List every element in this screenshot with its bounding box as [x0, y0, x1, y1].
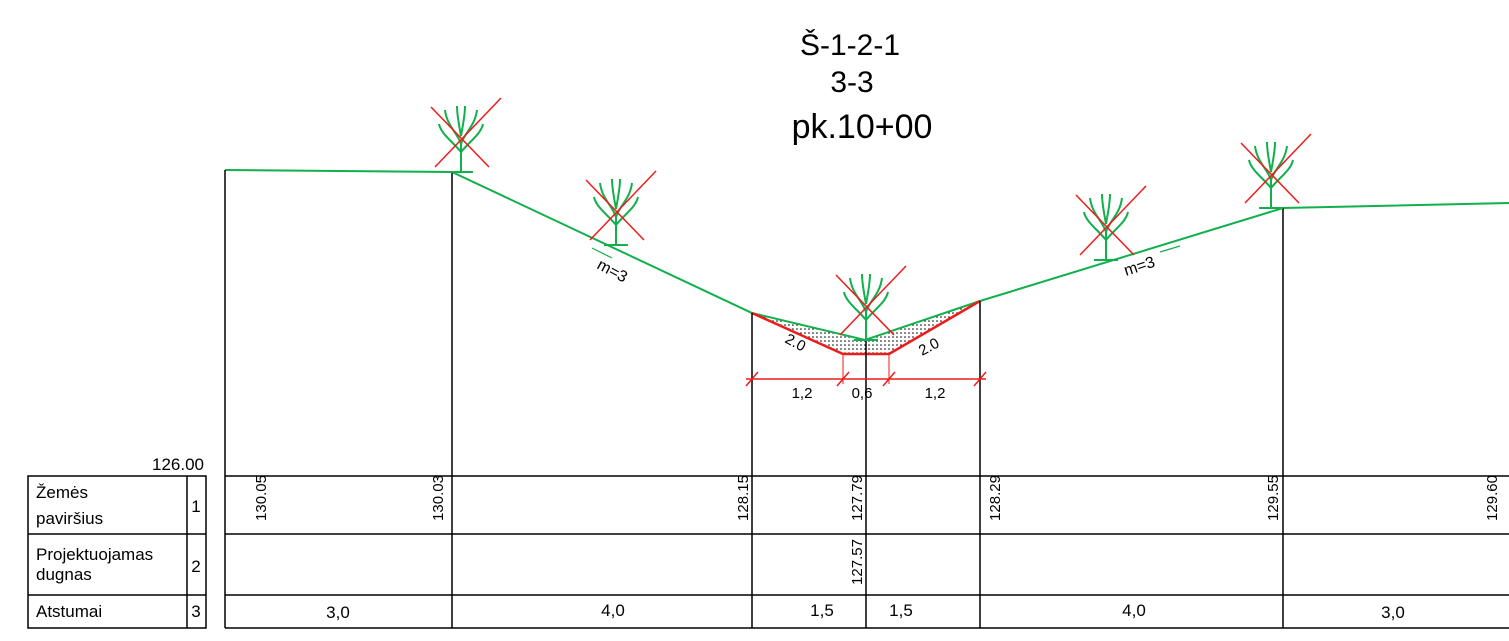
ground-elevation: 129.60 [1484, 475, 1501, 521]
ground-elevation: 127.79 [849, 475, 866, 521]
dimension-right-width: 1,2 [925, 385, 946, 402]
left-slope-label: m=3 [594, 257, 630, 287]
right-slope-label: m=3 [1122, 254, 1157, 280]
distance-value: 1,5 [889, 601, 913, 620]
row1-number: 1 [191, 497, 200, 516]
ground-elevation: 130.03 [430, 475, 447, 521]
picket-label: pk.10+00 [792, 108, 933, 146]
row3-label: Atstumai [36, 602, 102, 621]
row1-label-line1: Žemės [36, 483, 88, 502]
tree-crossed-out-icon [1075, 185, 1147, 261]
slope-leader [591, 247, 613, 259]
row1-label-line2: paviršius [36, 509, 103, 528]
row2-number: 2 [191, 557, 200, 576]
section-number: 3-3 [830, 66, 873, 99]
row2-label-line2: dugnas [36, 565, 92, 584]
ground-surface-group [27, 97, 1509, 629]
ground-elevation: 128.15 [735, 475, 752, 521]
ground-elevation: 130.05 [253, 475, 270, 521]
drawing-code: Š-1-2-1 [800, 28, 900, 62]
label-table-frame [27, 475, 207, 629]
distance-value: 3,0 [1381, 603, 1405, 622]
dimension-tick [745, 371, 759, 387]
slope-leader [1159, 245, 1181, 253]
distance-value: 4,0 [1122, 601, 1146, 620]
tree-crossed-out-icon [430, 97, 502, 173]
tree-crossed-out-icon [585, 170, 657, 246]
distance-value: 3,0 [326, 603, 350, 622]
datum-elevation: 126.00 [152, 455, 204, 474]
tree-crossed-out-icon [1240, 133, 1312, 209]
design-elevation: 127.57 [849, 539, 866, 585]
row2-label-line1: Projektuojamas [36, 545, 153, 564]
distance-value: 4,0 [601, 601, 625, 620]
channel-right-slope-label: 2.0 [916, 335, 942, 360]
dimension-bottom-width: 0,6 [852, 385, 873, 402]
tree-crossed-out-icon [835, 265, 907, 341]
ground-elevation: 129.55 [1265, 475, 1282, 521]
distance-value: 1,5 [810, 601, 834, 620]
dimension-tick [973, 371, 987, 387]
row3-number: 3 [191, 602, 200, 621]
dimension-left-width: 1,2 [792, 385, 813, 402]
ground-elevation: 128.29 [987, 475, 1004, 521]
